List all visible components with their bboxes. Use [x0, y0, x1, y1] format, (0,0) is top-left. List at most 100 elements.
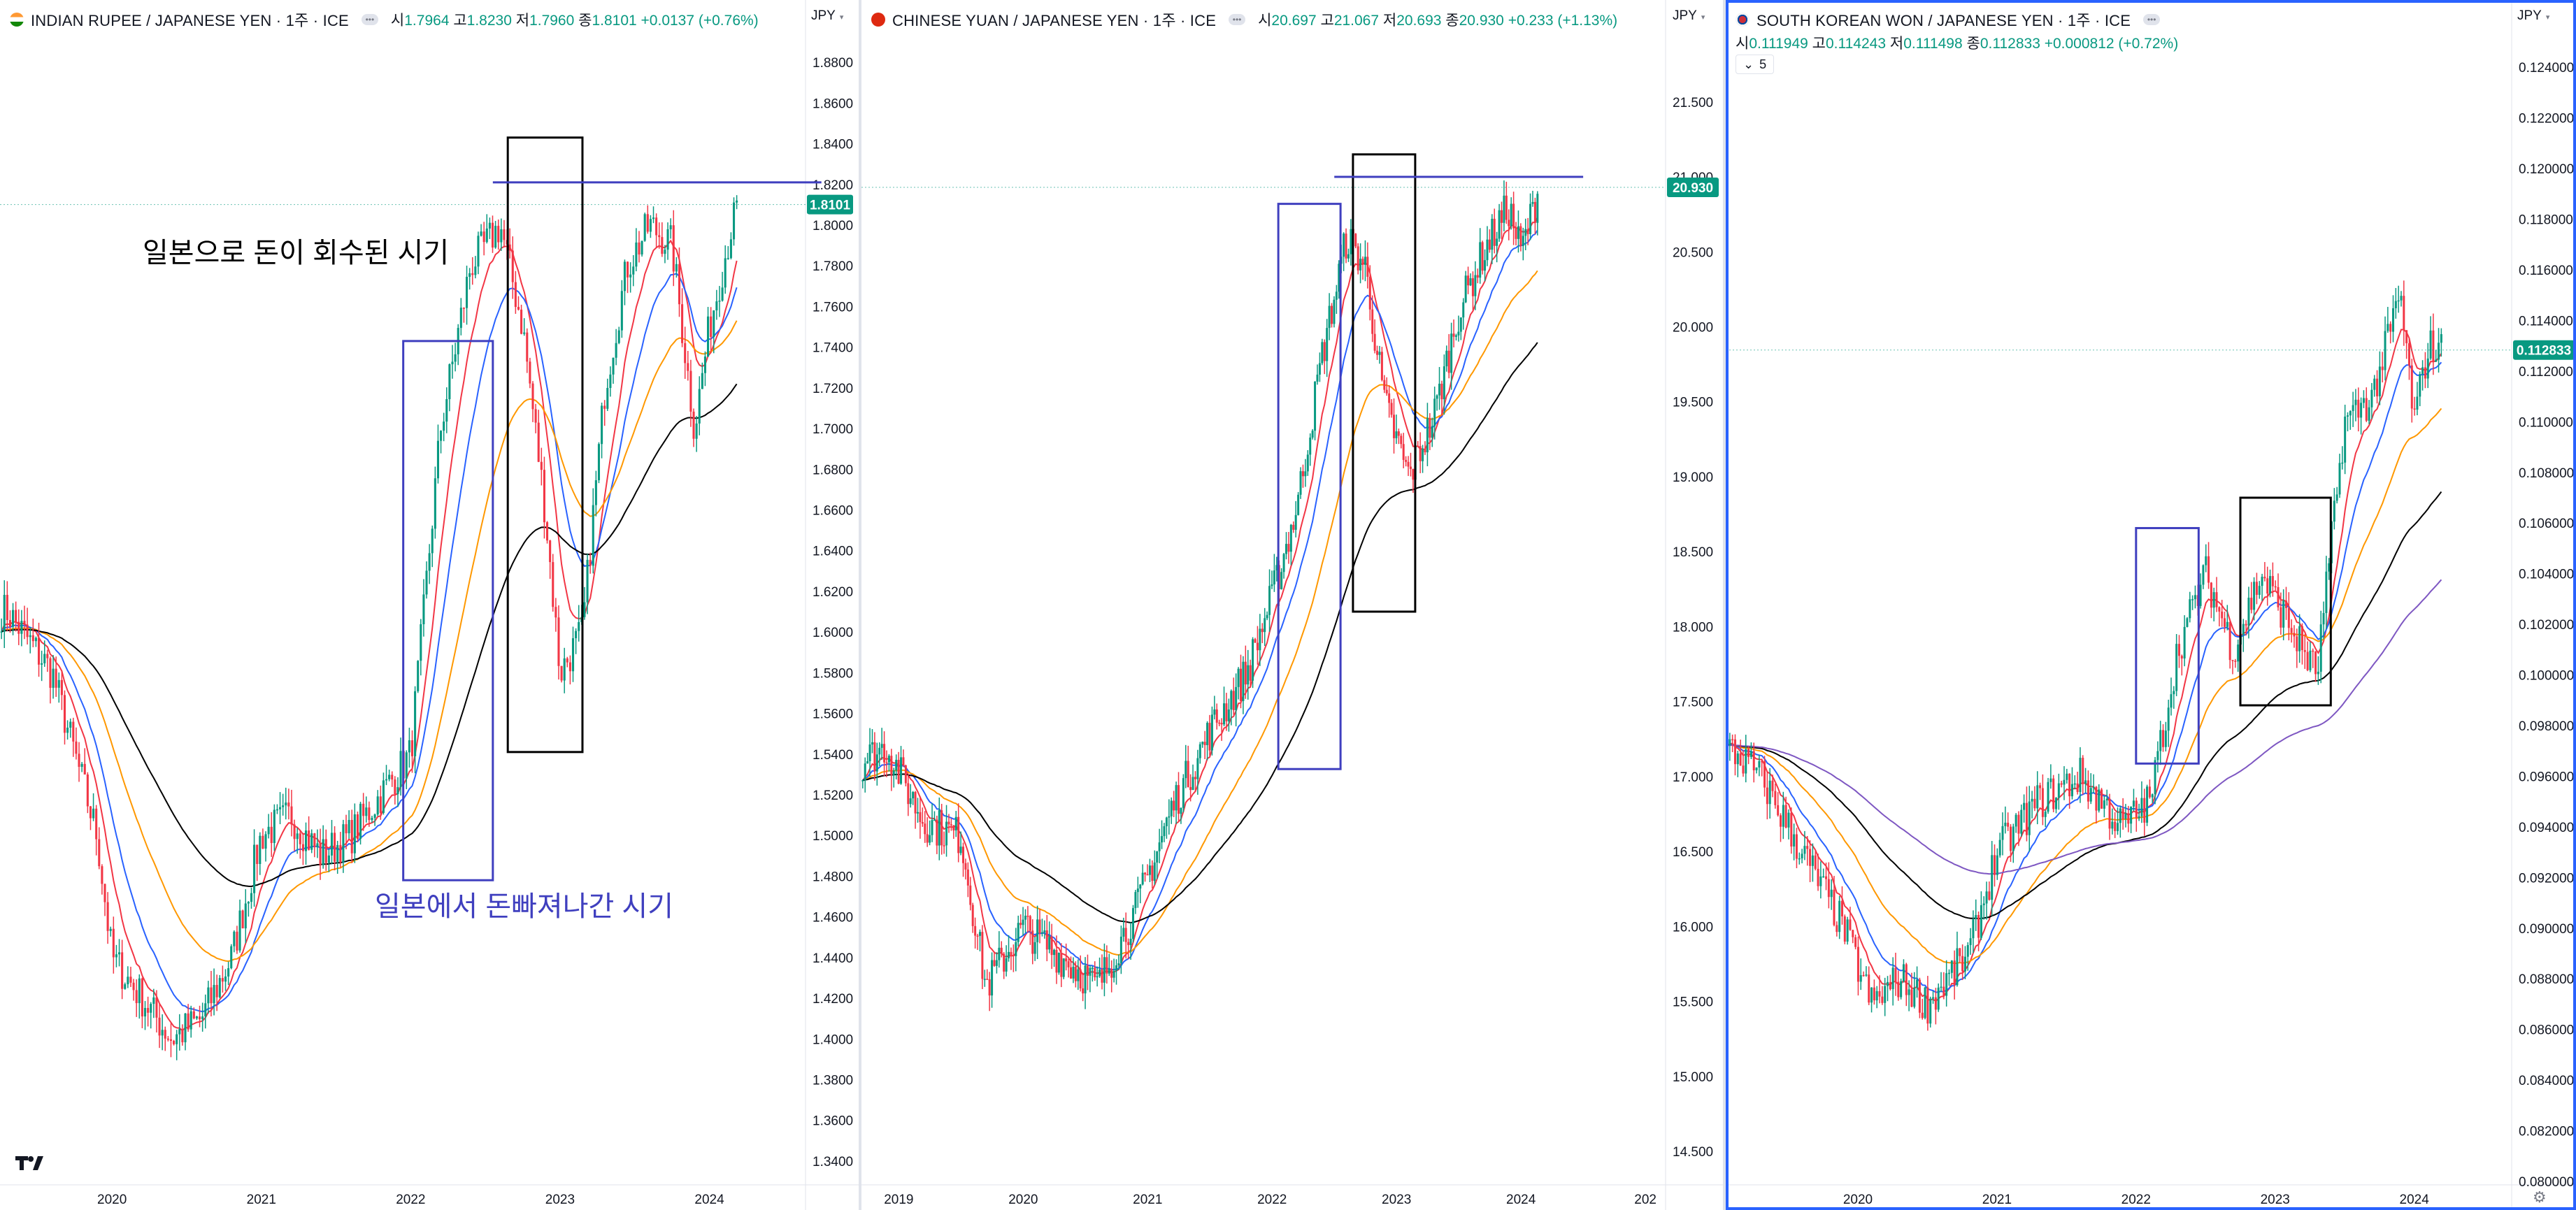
candle-body — [1526, 229, 1529, 234]
candle-body — [2245, 624, 2247, 626]
ma-long-line — [862, 342, 1538, 924]
inr-symbol-title[interactable]: INDIAN RUPEE / JAPANESE YEN · 1주 · ICE — [31, 12, 349, 29]
chart-panel-krw[interactable]: 0.124000 0.122000 0.120000 0.118000 0.116000… — [1726, 0, 2576, 1210]
candle-body — [1782, 805, 1784, 827]
candle — [2384, 316, 2387, 381]
candle-body — [285, 802, 287, 806]
candle — [875, 742, 878, 786]
candle-body — [661, 237, 664, 254]
candle-body — [417, 661, 420, 691]
candle — [1937, 983, 1940, 1012]
y-tick-label: 0.118000 — [2519, 213, 2573, 228]
y-tick-label: 0.124000 — [2519, 61, 2574, 75]
krw-currency-selector[interactable]: JPY ▾ — [2517, 8, 2550, 23]
candle — [1484, 249, 1487, 282]
candle-body — [1048, 937, 1051, 950]
candle — [2300, 623, 2303, 665]
candle — [546, 521, 549, 544]
candle-body — [2293, 633, 2296, 637]
candle — [1139, 884, 1142, 904]
candle — [391, 771, 394, 787]
candle-body — [259, 835, 262, 865]
chart-panel-cny[interactable]: 21.50021.00020.50020.00019.50019.00018.5… — [861, 0, 1723, 1210]
candle-body — [897, 759, 900, 784]
indicators-toggle[interactable]: ⌄ 5 — [1736, 55, 1775, 74]
gear-icon[interactable]: ⚙ — [2533, 1188, 2547, 1206]
candle-body — [1122, 928, 1125, 937]
candle — [969, 877, 972, 911]
candle — [1982, 896, 1985, 920]
cny-symbol-title[interactable]: CHINESE YUAN / JAPANESE YEN · 1주 · ICE — [892, 12, 1217, 29]
candle — [2036, 771, 2039, 825]
candle-body — [95, 808, 98, 840]
panel-divider[interactable] — [859, 0, 861, 1210]
candle-body — [1008, 951, 1010, 958]
candle-body — [715, 301, 718, 311]
candle-body — [549, 540, 552, 563]
candle-body — [520, 309, 523, 334]
cny-chart-canvas[interactable]: 21.50021.00020.50020.00019.50019.00018.5… — [861, 0, 1723, 1210]
candle-body — [238, 910, 241, 951]
candle-body — [517, 307, 520, 310]
candle-body — [892, 770, 895, 775]
krw-chart-canvas[interactable]: 0.1240000.1220000.1200000.1180000.116000… — [1726, 0, 2576, 1210]
candle-body — [1731, 739, 1734, 741]
cny-more-icon[interactable]: ••• — [1229, 14, 1246, 25]
candle-body — [129, 977, 132, 983]
candle-body — [2426, 358, 2429, 379]
inr-chart-canvas[interactable]: 1.88001.86001.84001.82001.80001.78001.76… — [0, 0, 859, 1210]
candle-body — [201, 1016, 204, 1020]
x-tick-label: 2022 — [1257, 1193, 1287, 1207]
candle — [394, 776, 396, 805]
ma-slow-line — [1726, 408, 2442, 965]
candle-body — [1407, 461, 1410, 467]
candle — [31, 618, 34, 647]
candle — [80, 762, 83, 772]
candle-body — [1454, 335, 1457, 337]
inr-more-icon[interactable]: ••• — [361, 14, 378, 25]
candle — [1438, 367, 1441, 410]
candle-body — [2258, 586, 2261, 595]
candle-body — [267, 826, 270, 835]
candle-body — [152, 997, 155, 1004]
candle-body — [924, 823, 926, 835]
candle — [388, 769, 391, 782]
candle — [1017, 915, 1019, 946]
chart-panel-inr[interactable]: 1.8800 1.8600 1.8400 1.8200 1.8000 1.7800 1.76… — [0, 0, 859, 1210]
candle-body — [895, 759, 898, 771]
cny-currency-selector[interactable]: JPY ▾ — [1673, 8, 1705, 23]
blue-box — [2135, 526, 2200, 765]
candle-body — [1077, 969, 1080, 981]
candle-body — [1889, 981, 1891, 990]
candle — [2031, 791, 2033, 819]
panel-divider[interactable] — [1723, 0, 1726, 1210]
candle-body — [2349, 410, 2352, 416]
candle-body — [675, 264, 678, 272]
candle-body — [1306, 454, 1309, 472]
candle — [2338, 454, 2341, 498]
candle-body — [2012, 826, 2015, 851]
candle-body — [1297, 494, 1300, 515]
y-tick-label: 0.098000 — [2519, 719, 2574, 734]
candle — [1103, 943, 1105, 997]
candle — [1854, 934, 1857, 950]
candle-body — [890, 756, 893, 775]
y-tick-label: 1.4200 — [813, 992, 853, 1007]
candle-body — [428, 553, 431, 571]
candle — [2370, 382, 2373, 419]
last-price-label: 0.112833 — [2517, 344, 2571, 359]
inr-currency-selector[interactable]: JPY ▾ — [811, 8, 844, 23]
candle — [1256, 626, 1259, 665]
candle-body — [1854, 937, 1857, 947]
candle — [138, 974, 141, 1019]
krw-symbol-title[interactable]: SOUTH KOREAN WON / JAPANESE YEN · 1주 · I… — [1756, 12, 2131, 29]
candle — [218, 974, 221, 999]
candle — [1105, 945, 1108, 984]
candle — [1803, 830, 1806, 860]
candle-body — [2306, 651, 2309, 670]
tradingview-logo-icon[interactable] — [14, 1153, 50, 1175]
candle-body — [2031, 798, 2033, 802]
krw-more-icon[interactable]: ••• — [2143, 14, 2161, 25]
candle — [2202, 564, 2205, 589]
candle — [1173, 791, 1175, 817]
